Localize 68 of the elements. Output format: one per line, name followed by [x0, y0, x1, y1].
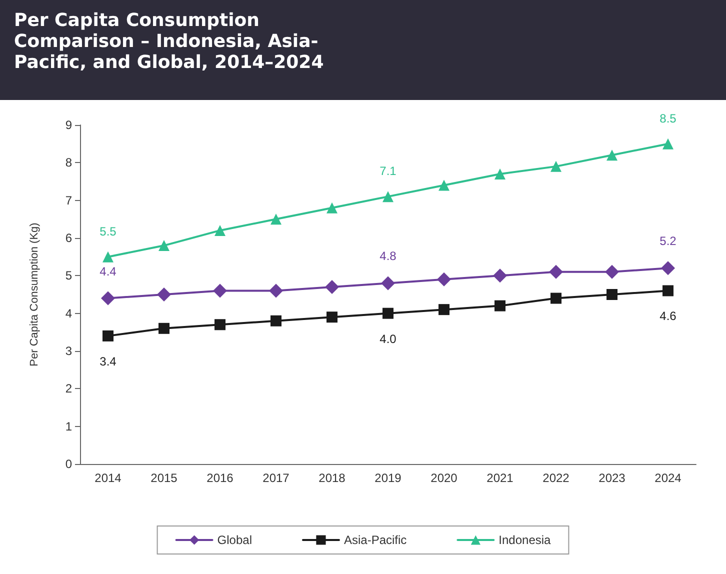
y-tick-label: 5 — [65, 268, 72, 283]
point — [101, 291, 115, 306]
point — [494, 300, 506, 312]
point — [493, 268, 507, 283]
y-tick-label: 1 — [65, 419, 72, 434]
point — [269, 284, 283, 298]
data-label: 5.2 — [660, 234, 677, 248]
y-tick-label: 2 — [65, 382, 72, 396]
data-label: 4.8 — [380, 249, 397, 264]
x-tick-label: 2019 — [374, 471, 402, 485]
y-tick-label: 7 — [65, 193, 72, 208]
legend-label: Indonesia — [498, 533, 552, 547]
y-tick-label: 4 — [65, 306, 72, 320]
y-tick-label: 3 — [65, 344, 72, 358]
point — [662, 285, 674, 296]
data-label: 4.0 — [380, 332, 397, 346]
point — [270, 315, 282, 326]
point — [381, 276, 395, 290]
point — [157, 288, 171, 302]
x-tick-label: 2014 — [94, 471, 122, 485]
point — [325, 280, 339, 294]
point — [102, 251, 114, 262]
data-label: 7.1 — [380, 164, 397, 178]
point — [102, 330, 114, 342]
x-tick-label: 2022 — [542, 471, 570, 485]
point — [382, 191, 394, 202]
chart-title: Per Capita Consumption Comparison – Indonesia, Asia-Pacific, and Global, 2014–2024 — [14, 10, 325, 73]
point — [158, 322, 170, 334]
point — [662, 138, 674, 150]
data-label: 4.4 — [100, 264, 117, 278]
point — [270, 214, 282, 225]
point — [214, 224, 226, 236]
point — [550, 160, 562, 172]
point — [214, 319, 226, 330]
point — [326, 312, 338, 323]
y-axis-title: Per Capita Consumption (Kg) — [28, 222, 40, 366]
point — [605, 264, 619, 279]
point — [438, 180, 450, 191]
point — [549, 264, 563, 279]
point — [213, 284, 227, 298]
legend-label: Global — [217, 533, 252, 547]
point — [494, 168, 506, 180]
data-label: 4.6 — [660, 309, 677, 324]
y-tick-label: 8 — [65, 156, 72, 170]
x-tick-label: 2024 — [654, 471, 682, 485]
point — [382, 308, 394, 319]
x-tick-label: 2021 — [486, 471, 514, 485]
point — [661, 261, 675, 276]
data-label: 8.5 — [660, 111, 677, 126]
data-label: 5.5 — [100, 224, 117, 238]
point — [438, 304, 450, 316]
x-tick-label: 2020 — [430, 471, 458, 485]
point — [550, 292, 562, 304]
y-tick-label: 0 — [65, 457, 72, 471]
point — [606, 150, 618, 161]
point — [606, 289, 618, 300]
point — [158, 240, 170, 252]
x-tick-label: 2018 — [318, 471, 346, 485]
point — [437, 272, 451, 286]
x-tick-label: 2023 — [598, 471, 626, 485]
x-tick-label: 2016 — [206, 471, 234, 485]
legend-label: Asia-Pacific — [344, 533, 407, 547]
data-label: 3.4 — [100, 354, 117, 368]
x-tick-label: 2017 — [262, 471, 290, 485]
y-tick-label: 6 — [65, 231, 72, 245]
x-tick-label: 2015 — [150, 471, 178, 485]
y-tick-label: 9 — [65, 118, 72, 132]
point — [326, 202, 338, 214]
